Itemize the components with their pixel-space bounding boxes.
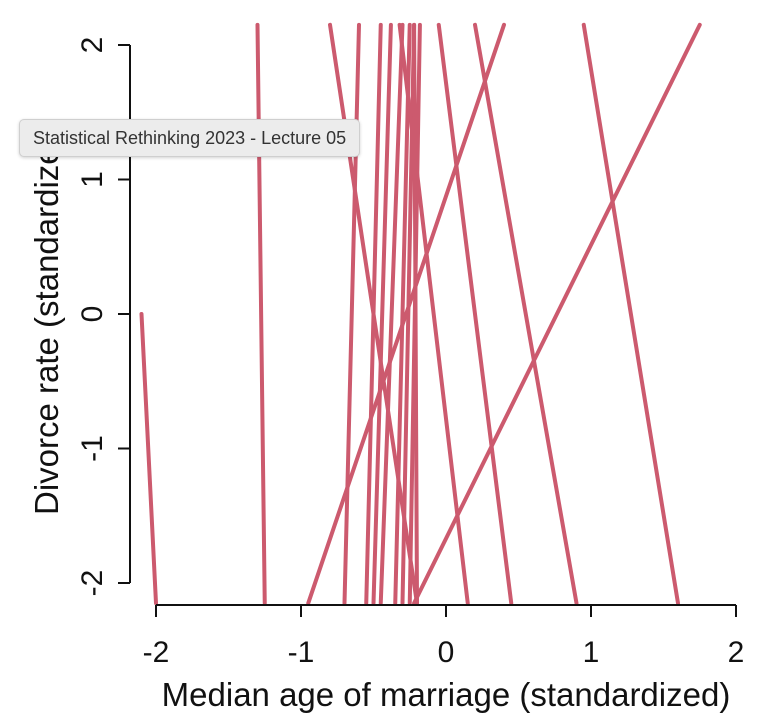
x-tick-label-1: 1	[583, 636, 600, 669]
regression-line-16	[581, 22, 680, 605]
regression-line-1	[139, 312, 158, 605]
regression-line-4	[342, 22, 361, 605]
x-axis-title: Median age of marriage (standardized)	[162, 676, 731, 713]
regression-line-2	[255, 22, 267, 605]
y-tick-label-0: 0	[76, 306, 109, 323]
regression-line-13	[397, 22, 470, 605]
x-tick-label-0: 0	[438, 636, 455, 669]
tooltip: Statistical Rethinking 2023 - Lecture 05	[19, 119, 361, 157]
y-tick-label-1: 1	[76, 171, 109, 188]
regression-line-7	[378, 22, 405, 605]
regression-line-3	[306, 22, 506, 605]
regression-line-17	[412, 22, 702, 605]
regression-line-14	[436, 22, 514, 605]
x-tick-label-2: 2	[728, 636, 745, 669]
regression-lines	[139, 22, 702, 605]
y-tick-label-2: 2	[76, 37, 109, 54]
y-tick-label--2: -2	[76, 570, 109, 597]
regression-line-6	[371, 22, 393, 605]
y-tick-label--1: -1	[76, 435, 109, 462]
y-axis-title: Divorce rate (standardized)	[28, 117, 65, 515]
x-tick-label--1: -1	[288, 636, 315, 669]
regression-line-8	[393, 22, 412, 605]
regression-line-15	[473, 22, 579, 605]
regression-line-11	[412, 22, 419, 605]
x-tick-label--2: -2	[143, 636, 170, 669]
